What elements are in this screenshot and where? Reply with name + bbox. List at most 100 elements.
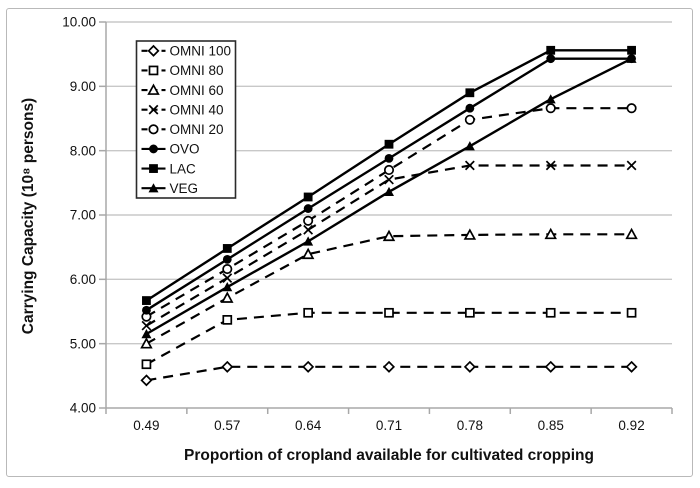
legend-marker-lac (149, 164, 158, 173)
marker-omni-100 (625, 360, 638, 373)
x-tick-label: 0.92 (618, 418, 644, 433)
legend-label: OMNI 60 (170, 83, 224, 98)
legend-entry-omni-40: OMNI 40 (141, 102, 224, 117)
y-tick-label: 9.00 (70, 79, 96, 94)
marker-omni-100 (221, 360, 234, 373)
y-tick-label: 7.00 (70, 208, 96, 223)
marker-omni-60 (463, 228, 477, 240)
marker-omni-100 (463, 360, 476, 373)
series-markers-lac (142, 45, 636, 305)
marker-omni-40 (384, 174, 394, 185)
marker-ovo (222, 254, 232, 264)
series-markers-omni-40 (141, 160, 637, 331)
legend-marker-omni-100 (147, 44, 160, 57)
x-tick-label: 0.57 (214, 418, 240, 433)
marker-lac (303, 192, 313, 202)
marker-ovo (465, 103, 475, 113)
legend-label: OMNI 100 (170, 44, 232, 59)
legend-marker-ovo (149, 144, 158, 154)
marker-lac (627, 45, 636, 55)
marker-omni-60 (625, 227, 638, 240)
marker-omni-40 (464, 160, 475, 171)
marker-omni-80 (465, 307, 475, 318)
marker-omni-100 (140, 374, 153, 387)
marker-omni-100 (382, 360, 396, 373)
marker-omni-20 (303, 215, 314, 226)
marker-ovo (546, 54, 556, 64)
series-markers-omni-60 (140, 227, 638, 349)
marker-veg (626, 53, 637, 63)
series-markers-omni-20 (141, 103, 637, 322)
marker-omni-20 (626, 103, 637, 114)
marker-omni-80 (384, 307, 394, 318)
series-markers-omni-100 (140, 360, 638, 387)
y-tick-label: 10.00 (62, 15, 96, 30)
marker-omni-20 (383, 164, 395, 176)
marker-lac (546, 45, 556, 55)
marker-veg (303, 236, 314, 246)
marker-omni-80 (303, 307, 313, 318)
marker-omni-60 (544, 227, 557, 240)
y-tick-label: 5.00 (70, 336, 96, 351)
marker-lac (384, 139, 394, 149)
marker-ovo (303, 204, 313, 213)
y-tick-label: 8.00 (70, 143, 96, 158)
marker-ovo (142, 305, 151, 315)
series-markers-omni-80 (141, 307, 637, 370)
marker-omni-40 (626, 160, 637, 171)
marker-veg (545, 94, 556, 104)
marker-omni-100 (544, 360, 557, 373)
marker-omni-80 (545, 307, 556, 318)
marker-omni-80 (222, 315, 233, 325)
marker-omni-20 (222, 263, 233, 275)
x-tick-label: 0.78 (457, 418, 483, 433)
marker-lac (465, 88, 475, 98)
legend-entry-omni-60: OMNI 60 (141, 83, 224, 98)
marker-omni-40 (141, 320, 152, 331)
marker-omni-80 (626, 307, 637, 318)
legend-marker-omni-20 (148, 124, 159, 135)
legend-marker-omni-40 (148, 104, 159, 115)
marker-lac (142, 296, 151, 305)
marker-ovo (384, 153, 394, 163)
marker-omni-40 (545, 160, 556, 171)
x-tick-label: 0.49 (133, 418, 159, 433)
legend-label: VEG (170, 181, 199, 196)
marker-omni-80 (141, 359, 152, 370)
legend-entry-omni-20: OMNI 20 (141, 122, 224, 137)
marker-veg (222, 282, 233, 292)
axes-layer (99, 21, 673, 414)
x-tick-label: 0.71 (376, 418, 402, 433)
marker-omni-100 (302, 360, 315, 373)
marker-veg (464, 141, 475, 151)
legend-marker-omni-80 (148, 65, 159, 76)
legend-entry-ovo: OVO (141, 142, 200, 157)
marker-veg (384, 186, 394, 197)
legend: OMNI 100 OMNI 80 OMNI 60 OMNI 40 OMNI 20 OVO L… (135, 40, 237, 199)
marker-omni-60 (382, 229, 396, 242)
marker-omni-20 (545, 103, 556, 114)
legend-label: OMNI 40 (170, 102, 224, 117)
marker-omni-60 (221, 291, 234, 303)
y-axis-title: Carrying Capacity (10⁸ persons) (20, 98, 37, 334)
x-tick-label: 0.64 (295, 418, 322, 433)
series-markers-veg (141, 53, 637, 339)
y-tick-label: 6.00 (70, 272, 96, 287)
marker-omni-60 (301, 247, 315, 260)
legend-marker-veg (148, 183, 159, 193)
x-tick-label: 0.85 (538, 418, 564, 433)
legend-marker-omni-60 (147, 83, 160, 95)
legend-entry-lac: LAC (141, 161, 197, 176)
series-line-omni-60 (145, 233, 632, 345)
marker-omni-20 (464, 114, 475, 125)
marker-veg (141, 329, 152, 339)
marker-lac (222, 244, 232, 253)
legend-label: LAC (170, 161, 197, 176)
legend-entry-veg: VEG (141, 181, 199, 196)
marker-omni-40 (303, 224, 314, 235)
y-tick-label: 4.00 (70, 401, 96, 416)
marker-omni-60 (140, 337, 153, 349)
legend-label: OVO (170, 142, 200, 157)
